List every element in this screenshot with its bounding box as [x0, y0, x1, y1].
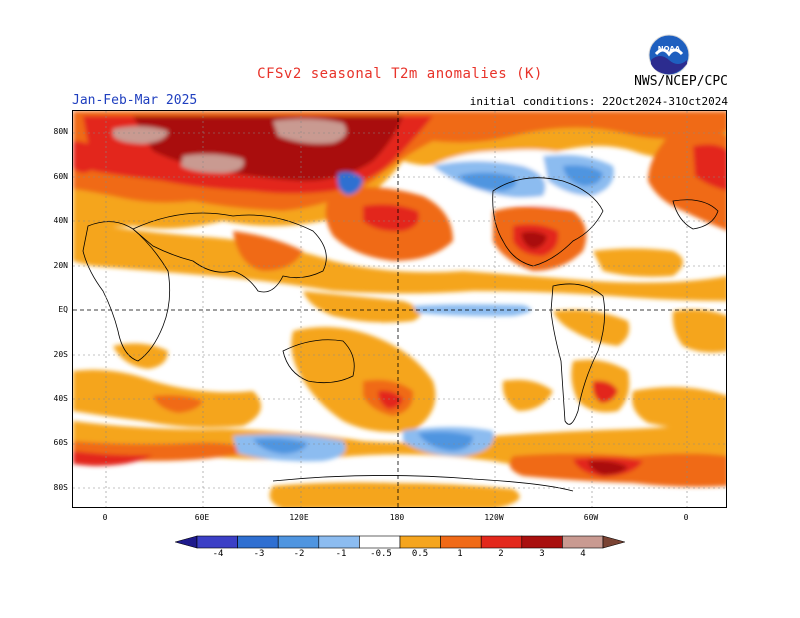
- colorbar-segment: [318, 535, 360, 549]
- colorbar-tick: 1: [457, 549, 463, 559]
- colorbar-tick: -3: [253, 549, 265, 559]
- lat-label-20n: 20N: [53, 261, 68, 270]
- lon-label-180: 180: [389, 513, 405, 522]
- lat-label-eq: EQ: [58, 305, 68, 314]
- lon-label-60w: 60W: [583, 513, 599, 522]
- colorbar-segment: [480, 535, 523, 549]
- colorbar-segment: [521, 535, 563, 549]
- lat-label-80s: 80S: [53, 483, 68, 492]
- lat-label-40s: 40S: [53, 394, 68, 403]
- lon-label-120w: 120W: [484, 513, 504, 522]
- anomaly-map: [72, 110, 727, 508]
- colorbar-tick: 2: [498, 549, 504, 559]
- colorbar-tick: 3: [539, 549, 545, 559]
- colorbar-segment: [237, 535, 279, 549]
- colorbar-tick: 4: [580, 549, 586, 559]
- logo-text: NOAA: [658, 45, 681, 53]
- colorbar-segment: [196, 535, 238, 549]
- colorbar-segment: [173, 535, 198, 549]
- colorbar: [173, 534, 627, 549]
- colorbar-segment: [277, 535, 320, 549]
- colorbar-segment: [359, 535, 401, 549]
- chart-title: CFSv2 seasonal T2m anomalies (K): [257, 66, 543, 82]
- colorbar-segment: [602, 535, 627, 549]
- colorbar-segment: [562, 535, 604, 549]
- colorbar-tick: -4: [212, 549, 224, 559]
- noaa-logo: NOAA: [648, 34, 690, 76]
- lat-label-60s: 60S: [53, 438, 68, 447]
- colorbar-segment: [440, 535, 482, 549]
- lat-label-40n: 40N: [53, 216, 68, 225]
- colorbar-tick: -0.5: [370, 549, 392, 559]
- agency-label: NWS/NCEP/CPC: [634, 74, 728, 89]
- initial-conditions-label: initial conditions: 22Oct2024-31Oct2024: [469, 95, 728, 108]
- colorbar-segment: [399, 535, 441, 549]
- colorbar-tick: -1: [335, 549, 347, 559]
- colorbar-tick: -2: [293, 549, 305, 559]
- lon-label-0-east: 0: [683, 513, 689, 522]
- lon-label-0: 0: [102, 513, 108, 522]
- lon-label-120e: 120E: [289, 513, 309, 522]
- colorbar-tick: 0.5: [411, 549, 429, 559]
- period-label: Jan-Feb-Mar 2025: [72, 93, 198, 108]
- lat-label-20s: 20S: [53, 350, 68, 359]
- lon-label-60e: 60E: [194, 513, 210, 522]
- lat-label-80n: 80N: [53, 127, 68, 136]
- lat-label-60n: 60N: [53, 172, 68, 181]
